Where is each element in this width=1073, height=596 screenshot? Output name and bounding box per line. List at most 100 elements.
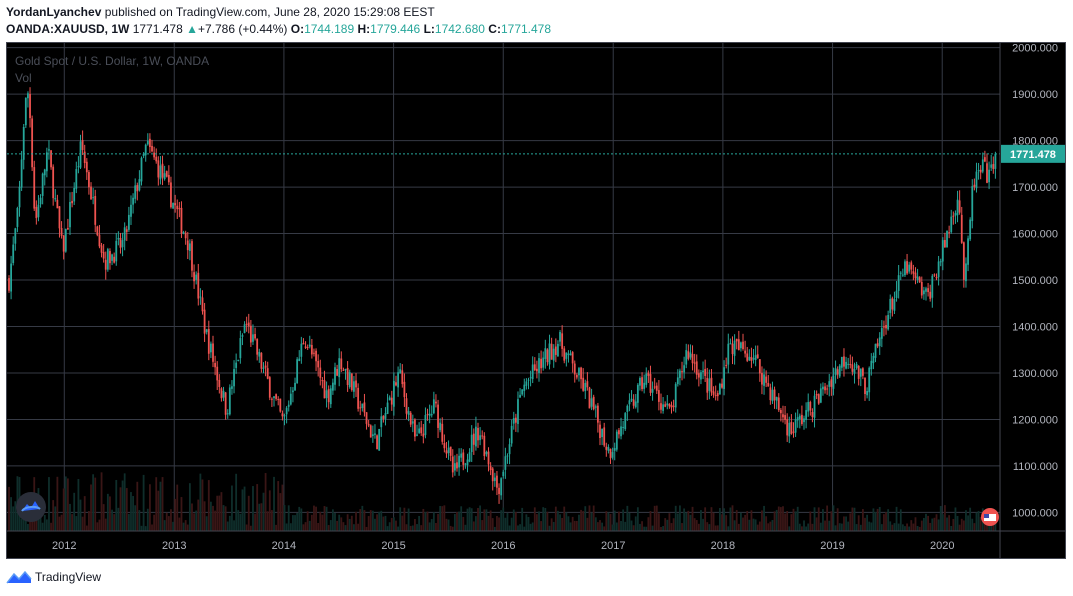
volume-bar [254,513,256,531]
volume-bar [323,506,326,531]
candle-body [683,365,686,373]
volume-bar [897,523,900,531]
price-chart[interactable]: Gold Spot / U.S. Dollar, 1W, OANDA Vol 2… [7,43,1065,558]
candle-body [691,353,694,364]
candle-body [281,413,284,417]
candle-body [37,204,40,218]
candle-body [887,314,890,330]
volume-bar [788,526,791,531]
candle-body [527,379,530,381]
candle-body [803,418,805,423]
volume-bar [98,519,101,531]
candle-body [228,387,231,415]
volume-bar [60,514,63,531]
volume-bar [485,509,488,531]
change-arrow-icon: ▲ [186,22,198,36]
candle-body [304,346,307,348]
candle-body [657,390,660,402]
volume-bar [496,516,498,531]
candle-body [868,367,871,393]
volume-bar [899,509,902,531]
volume-bar [815,517,818,531]
volume-bar [761,510,763,531]
chart-frame[interactable]: Gold Spot / U.S. Dollar, 1W, OANDA Vol 2… [6,42,1066,559]
candle-body [92,197,95,199]
volume-bar [573,520,576,531]
volume-bar [790,514,793,531]
volume-bar [336,520,338,531]
volume-bar [746,510,749,531]
volume-bar [809,511,812,531]
volume-bar [681,523,683,531]
volume-bar [563,506,566,531]
candle-body [807,402,810,412]
volume-bar [397,526,399,531]
volume-bar [914,517,917,531]
volume-bar [965,510,967,531]
candle-body [66,228,69,230]
volume-bar [792,508,795,531]
volume-bar [931,518,934,531]
candle-body [718,383,721,395]
candle-body [596,405,599,423]
candle-body [622,426,625,428]
volume-bar [392,517,395,531]
volume-bar [239,513,242,531]
candle-body [22,126,25,160]
volume-bar [620,520,622,531]
candle-body [329,388,332,405]
volume-bar [883,514,885,531]
candle-body [29,93,31,119]
volume-bar [414,519,416,531]
volume-bar [359,509,362,531]
candle-body [956,199,959,216]
volume-bar [540,521,543,531]
candle-body [376,435,378,450]
flag-event-icon[interactable] [981,508,999,526]
candle-body [834,368,837,376]
volume-bar [880,524,883,531]
volume-bar [197,499,200,531]
volume-bar [56,476,59,531]
author-name[interactable]: YordanLyanchev [6,5,102,19]
candle-body [506,455,509,457]
volume-bar [134,505,137,531]
candle-body [496,475,498,488]
volume-bar [805,526,808,531]
candle-body [357,387,360,409]
candle-body [742,341,744,350]
tradingview-logo-icon[interactable] [6,570,32,584]
candle-body [500,478,503,496]
volume-bar [729,507,732,531]
tradingview-watermark-icon[interactable] [16,492,46,522]
candle-body [260,352,263,369]
candle-body [111,254,113,261]
candle-body [937,261,940,278]
candle-body [235,362,238,368]
volume-bar [855,524,858,531]
candle-body [771,389,774,402]
footer-brand[interactable]: TradingView [35,570,102,584]
candle-body [214,362,217,368]
candle-body [550,343,553,360]
candle-body [401,370,404,385]
volume-bar [12,506,15,531]
candle-body [464,463,467,465]
volume-bar [552,521,555,531]
candle-body [104,259,107,270]
candle-body [838,365,841,377]
volume-bar [740,512,742,531]
candle-body [756,354,759,359]
volume-bar [52,500,55,531]
volume-bar [927,515,929,531]
candle-body [533,364,536,371]
volume-bar [132,496,134,531]
candle-body [277,399,280,401]
symbol-name[interactable]: OANDA:XAUUSD, 1W [6,22,130,36]
candle-body [348,372,351,388]
candle-body [176,205,179,210]
x-tick-label: 2015 [381,540,405,552]
volume-bar [228,515,231,531]
candle-body [409,412,412,425]
candle-body [54,198,57,200]
